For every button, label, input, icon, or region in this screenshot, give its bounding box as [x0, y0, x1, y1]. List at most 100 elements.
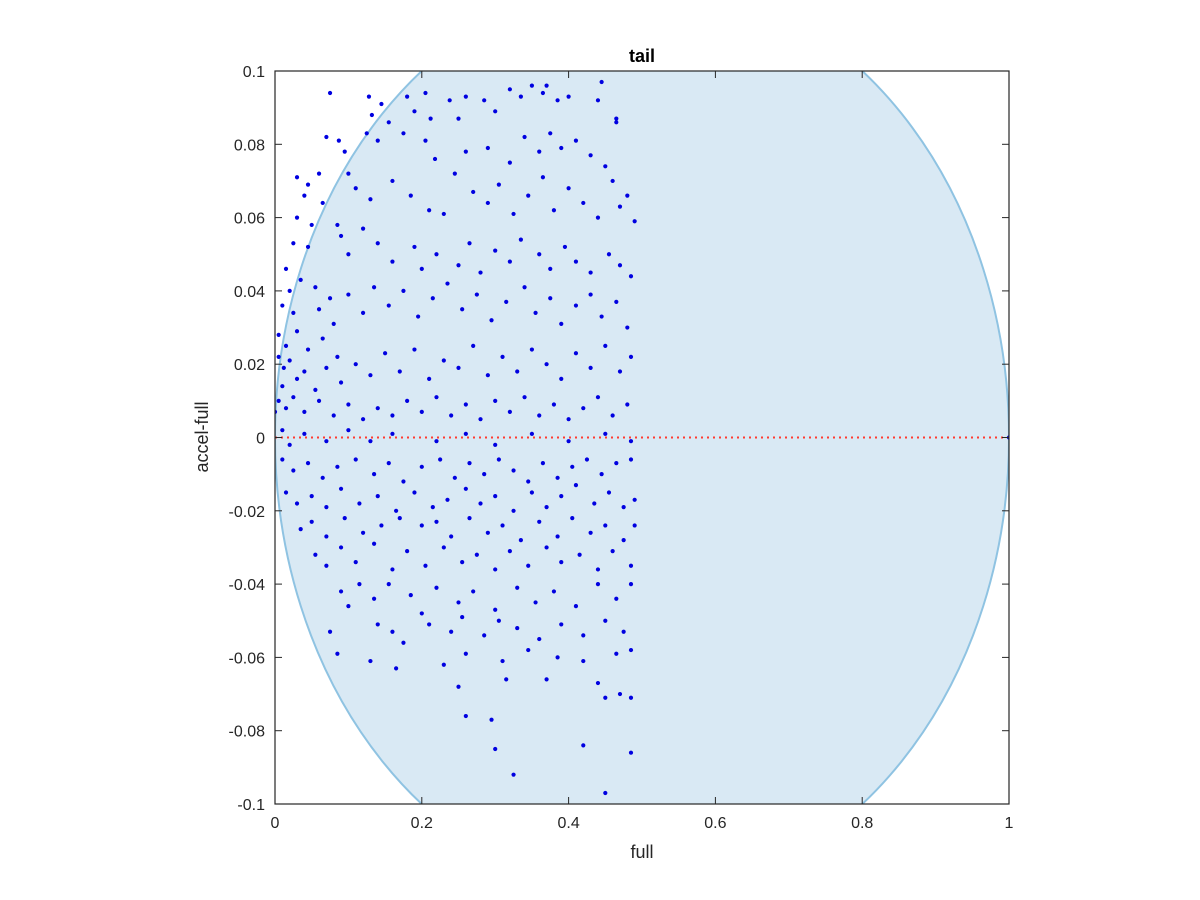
data-point-316 — [460, 614, 465, 620]
data-point-198 — [463, 431, 468, 436]
data-point-28 — [364, 131, 369, 136]
data-point-61 — [471, 189, 476, 195]
data-point-328 — [441, 662, 446, 667]
data-point-109 — [371, 285, 377, 290]
data-point-192 — [302, 431, 307, 436]
data-point-345 — [493, 746, 498, 752]
x-tick-label-5: 1 — [1005, 815, 1014, 832]
data-point-313 — [401, 640, 406, 645]
data-point-266 — [555, 534, 560, 539]
data-point-294 — [357, 582, 362, 587]
data-point-227 — [628, 457, 634, 462]
data-point-156 — [544, 362, 549, 367]
data-point-139 — [302, 369, 307, 374]
data-point-112 — [416, 314, 421, 319]
data-point-214 — [438, 457, 443, 462]
data-point-5 — [366, 94, 372, 99]
data-point-277 — [390, 567, 395, 572]
data-point-224 — [584, 457, 590, 462]
data-point-21 — [540, 90, 546, 96]
data-point-276 — [371, 541, 377, 546]
data-point-208 — [335, 464, 340, 469]
data-point-338 — [544, 677, 549, 682]
data-point-119 — [522, 285, 527, 290]
data-point-281 — [460, 560, 465, 565]
data-point-168 — [331, 413, 336, 418]
data-point-132 — [320, 336, 325, 341]
data-point-255 — [360, 530, 366, 535]
data-point-284 — [507, 549, 512, 554]
data-point-343 — [463, 713, 468, 719]
data-point-158 — [573, 351, 579, 356]
data-point-91 — [548, 266, 553, 272]
data-point-228 — [283, 490, 289, 495]
data-point-63 — [496, 182, 501, 187]
data-point-230 — [309, 494, 314, 499]
data-point-180 — [507, 409, 512, 414]
data-point-102 — [280, 303, 285, 308]
data-point-326 — [368, 658, 373, 664]
data-point-171 — [375, 406, 380, 411]
data-point-1 — [327, 90, 333, 96]
data-point-225 — [599, 472, 604, 477]
data-point-136 — [287, 358, 292, 363]
data-point-104 — [316, 307, 322, 312]
data-point-141 — [324, 365, 329, 370]
data-point-209 — [353, 457, 358, 462]
data-point-23 — [555, 98, 560, 103]
data-point-142 — [338, 380, 344, 385]
data-point-146 — [397, 369, 402, 374]
data-point-111 — [401, 288, 406, 293]
data-point-41 — [588, 153, 593, 158]
data-point-340 — [603, 695, 608, 700]
data-point-92 — [562, 244, 568, 250]
data-point-75 — [335, 222, 340, 228]
data-point-252 — [309, 519, 314, 524]
data-point-344 — [489, 717, 494, 722]
data-point-259 — [434, 519, 439, 524]
data-point-83 — [434, 252, 439, 257]
data-point-186 — [595, 395, 601, 400]
data-point-30 — [401, 131, 406, 136]
data-point-123 — [573, 303, 579, 308]
data-point-169 — [346, 402, 351, 407]
data-point-160 — [603, 343, 608, 348]
data-point-71 — [610, 178, 615, 184]
data-point-238 — [445, 497, 450, 502]
data-point-184 — [566, 417, 571, 422]
y-tick-label-2: -0.06 — [229, 650, 266, 667]
data-point-288 — [577, 552, 582, 557]
data-point-293 — [346, 603, 351, 609]
data-point-42 — [603, 164, 608, 169]
data-point-64 — [511, 211, 516, 217]
data-point-177 — [463, 402, 468, 407]
data-point-341 — [617, 691, 623, 697]
data-point-110 — [386, 303, 391, 308]
data-point-22 — [544, 83, 549, 88]
data-point-162 — [628, 354, 634, 359]
data-point-327 — [394, 666, 399, 671]
data-point-308 — [614, 596, 619, 601]
data-point-283 — [493, 567, 498, 572]
data-point-203 — [628, 439, 634, 444]
data-point-3 — [324, 134, 329, 140]
data-point-74 — [617, 204, 623, 209]
data-point-335 — [628, 647, 634, 653]
data-point-16 — [482, 98, 487, 103]
data-point-20 — [529, 83, 535, 88]
data-point-215 — [452, 475, 457, 480]
data-point-147 — [412, 347, 417, 352]
data-point-113 — [430, 296, 435, 301]
data-point-10 — [412, 109, 417, 114]
data-point-190 — [280, 428, 285, 433]
data-point-93 — [573, 259, 579, 264]
data-point-53 — [346, 171, 351, 176]
data-point-45 — [305, 182, 311, 187]
data-point-298 — [419, 611, 424, 616]
data-point-240 — [478, 501, 483, 506]
data-point-150 — [456, 365, 461, 370]
data-point-153 — [500, 354, 505, 359]
data-point-301 — [471, 589, 476, 594]
data-point-69 — [581, 200, 586, 206]
data-point-84 — [456, 263, 461, 268]
